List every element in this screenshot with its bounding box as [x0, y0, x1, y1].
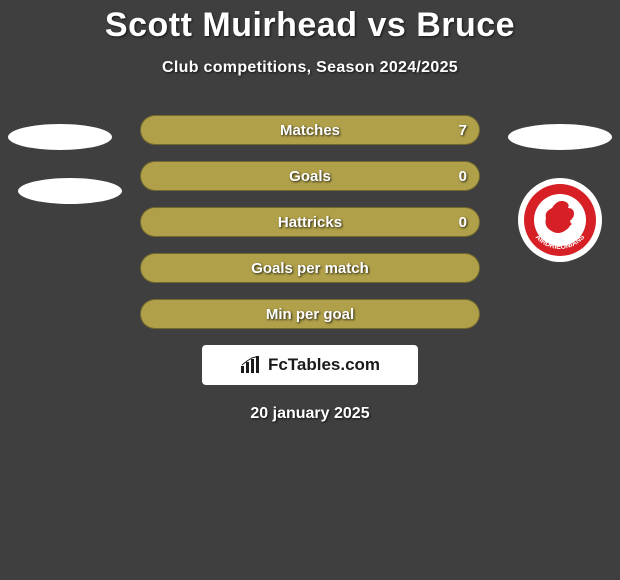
stat-label: Goals per match — [141, 254, 479, 282]
stat-label: Goals — [141, 162, 479, 190]
footer-brand-text: FcTables.com — [268, 355, 380, 375]
bar-chart-icon — [240, 356, 262, 374]
stat-value: 7 — [459, 116, 467, 144]
stat-row: Hattricks0 — [140, 207, 480, 237]
club-badge-icon: AFC AIRDRIEONIANS — [518, 178, 602, 262]
club-badge-label: AFC — [548, 215, 573, 229]
stat-row: Matches7 — [140, 115, 480, 145]
club-badge-airdrieonians: AFC AIRDRIEONIANS — [518, 178, 602, 262]
stat-row: Goals0 — [140, 161, 480, 191]
stat-label: Hattricks — [141, 208, 479, 236]
footer-brand-box[interactable]: FcTables.com — [202, 345, 418, 385]
stat-value: 0 — [459, 162, 467, 190]
stat-bars-container: Matches7Goals0Hattricks0Goals per matchM… — [140, 115, 480, 329]
left-player-placeholder-2 — [18, 178, 122, 204]
page-subtitle: Club competitions, Season 2024/2025 — [0, 59, 620, 77]
stat-label: Matches — [141, 116, 479, 144]
stat-row: Goals per match — [140, 253, 480, 283]
left-player-placeholder-1 — [8, 124, 112, 150]
right-player-placeholder-1 — [508, 124, 612, 150]
date-line: 20 january 2025 — [0, 405, 620, 423]
stat-row: Min per goal — [140, 299, 480, 329]
stat-label: Min per goal — [141, 300, 479, 328]
page-title: Scott Muirhead vs Bruce — [0, 0, 620, 45]
stat-value: 0 — [459, 208, 467, 236]
